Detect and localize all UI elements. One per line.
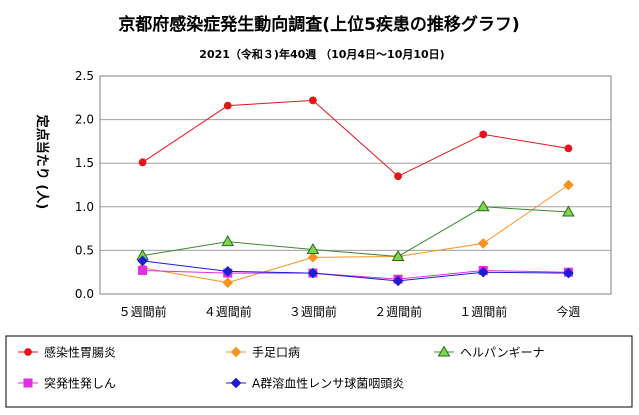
y-tick-label: 2.0 bbox=[75, 113, 94, 127]
series-group bbox=[136, 96, 575, 288]
chart-subtitle: 2021（令和３)年40週 （10月4日～10月10日) bbox=[199, 47, 444, 61]
gridlines bbox=[100, 119, 611, 251]
legend-marker bbox=[230, 377, 242, 389]
data-point bbox=[306, 243, 320, 255]
legend-item: 突発性発しん bbox=[18, 376, 116, 391]
series-3 bbox=[136, 200, 575, 262]
series-1 bbox=[138, 96, 573, 181]
legend-label: 手足口病 bbox=[252, 345, 300, 360]
y-axis-label: 定点当たり (人) bbox=[34, 114, 50, 209]
data-point bbox=[221, 235, 235, 247]
y-tick-label: 1.5 bbox=[75, 156, 94, 170]
x-tick-label: ２週間前 bbox=[374, 304, 422, 319]
data-point bbox=[479, 130, 488, 139]
data-point bbox=[223, 101, 232, 110]
data-point bbox=[391, 250, 405, 262]
legend-item: 感染性胃腸炎 bbox=[18, 345, 116, 360]
series-line bbox=[142, 99, 569, 177]
y-axis-ticks: 0.0 0.5 1.0 1.5 2.0 2.5 bbox=[75, 69, 94, 301]
plot-area bbox=[99, 75, 612, 295]
data-point bbox=[477, 266, 489, 278]
data-point bbox=[477, 238, 489, 249]
data-point bbox=[222, 277, 234, 288]
data-point bbox=[138, 158, 147, 167]
data-point bbox=[137, 255, 148, 267]
legend-marker bbox=[437, 345, 451, 357]
data-point bbox=[476, 200, 490, 212]
data-point bbox=[138, 265, 148, 275]
series-line bbox=[142, 206, 569, 258]
data-point bbox=[563, 179, 574, 191]
legend-marker bbox=[230, 346, 242, 358]
legend-marker bbox=[23, 378, 33, 388]
series-line bbox=[142, 269, 569, 280]
y-tick-label: 1.0 bbox=[75, 200, 94, 214]
chart-title: 京都府感染症発生動向調査(上位5疾患の推移グラフ) bbox=[118, 14, 519, 35]
x-axis-ticks: ５週間前 ４週間前 ３週間前 ２週間前 １週間前 今週 bbox=[119, 304, 581, 319]
x-tick-label: 今週 bbox=[556, 304, 580, 319]
data-point bbox=[222, 266, 234, 277]
legend-label: 突発性発しん bbox=[44, 376, 116, 391]
x-tick-label: ３週間前 bbox=[289, 304, 337, 319]
series-4 bbox=[138, 265, 573, 284]
legend-marker bbox=[24, 348, 32, 356]
y-tick-label: 0.5 bbox=[75, 243, 94, 257]
series-5 bbox=[137, 255, 574, 287]
legend-item: A群溶血性レンサ球菌咽頭炎 bbox=[226, 376, 404, 391]
y-tick-label: 2.5 bbox=[75, 69, 94, 83]
data-point bbox=[309, 96, 317, 105]
legend-label: ヘルパンギーナ bbox=[460, 346, 545, 360]
series-line bbox=[142, 260, 569, 282]
data-point bbox=[307, 267, 319, 279]
y-tick-label: 0.0 bbox=[75, 287, 94, 301]
data-point bbox=[562, 205, 575, 217]
data-point bbox=[564, 144, 573, 153]
data-point bbox=[392, 275, 404, 287]
data-point bbox=[394, 172, 402, 181]
x-tick-label: ５週間前 bbox=[119, 304, 167, 319]
legend-label: 感染性胃腸炎 bbox=[44, 345, 116, 360]
legend-label: A群溶血性レンサ球菌咽頭炎 bbox=[252, 376, 404, 391]
series-line bbox=[142, 184, 569, 284]
legend-box bbox=[5, 335, 633, 408]
x-tick-label: １週間前 bbox=[459, 304, 507, 319]
legend-item: 手足口病 bbox=[226, 345, 300, 360]
legend-item: ヘルパンギーナ bbox=[434, 346, 545, 360]
data-point bbox=[307, 252, 319, 263]
x-tick-label: ４週間前 bbox=[204, 304, 252, 319]
data-point bbox=[563, 267, 574, 279]
